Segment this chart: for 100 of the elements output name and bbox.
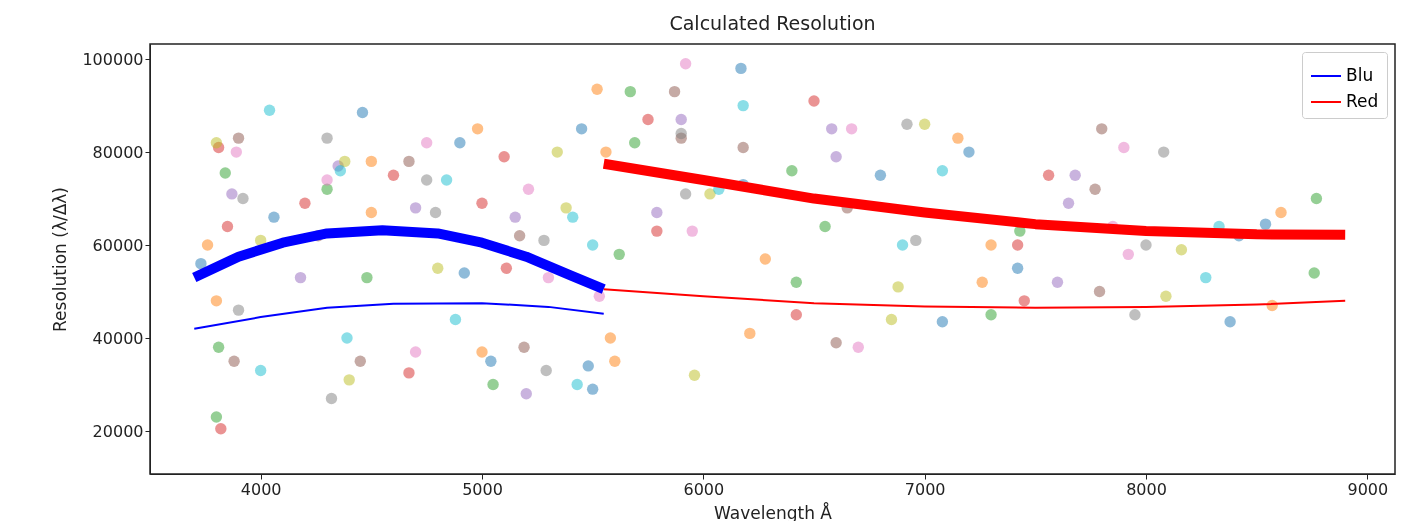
point	[586, 239, 599, 251]
point	[1122, 248, 1134, 261]
point	[845, 123, 858, 135]
point	[387, 169, 400, 182]
point	[604, 332, 617, 344]
point	[1011, 239, 1024, 251]
point	[195, 257, 207, 270]
point	[232, 132, 245, 144]
point	[790, 309, 802, 321]
point	[609, 355, 621, 367]
point	[219, 167, 231, 179]
point	[567, 211, 579, 223]
point	[201, 239, 214, 251]
point	[498, 151, 510, 163]
point	[476, 197, 488, 209]
point	[409, 346, 422, 358]
point	[361, 271, 373, 284]
point	[1042, 169, 1055, 182]
point	[420, 137, 433, 149]
y-tick-label: 40000	[92, 328, 144, 348]
point	[1310, 192, 1323, 205]
point	[582, 360, 594, 372]
point	[896, 239, 909, 251]
point	[403, 155, 415, 168]
point	[744, 327, 756, 340]
point	[808, 95, 820, 107]
point	[679, 58, 692, 70]
point	[586, 383, 599, 395]
point	[212, 341, 225, 354]
point	[675, 127, 687, 140]
x-tick-label: 7000	[904, 479, 946, 499]
point	[294, 271, 307, 284]
point	[918, 118, 931, 130]
point	[538, 234, 550, 247]
point	[874, 169, 887, 182]
point	[830, 151, 842, 163]
point	[551, 146, 563, 158]
point	[575, 123, 588, 135]
point	[1140, 239, 1152, 251]
point	[365, 206, 378, 219]
point	[210, 137, 223, 149]
point	[471, 123, 484, 135]
point	[1224, 316, 1236, 328]
point	[642, 113, 654, 126]
point	[790, 276, 802, 288]
point	[668, 85, 681, 98]
point	[228, 355, 240, 367]
point	[1175, 244, 1188, 256]
point	[356, 106, 369, 119]
point	[429, 206, 442, 219]
point	[892, 281, 904, 293]
point	[522, 183, 535, 195]
point	[513, 230, 526, 242]
point	[210, 295, 223, 307]
point	[354, 355, 366, 367]
point	[268, 211, 280, 223]
point	[487, 378, 499, 391]
point	[786, 164, 798, 177]
point	[263, 104, 276, 116]
point	[321, 174, 333, 186]
point	[624, 85, 636, 98]
point	[232, 304, 245, 316]
point	[210, 411, 223, 423]
point	[420, 174, 433, 186]
point	[686, 225, 698, 237]
x-tick-label: 5000	[462, 479, 503, 499]
point	[409, 202, 422, 214]
point	[560, 202, 572, 214]
point	[591, 83, 603, 96]
point	[343, 374, 355, 386]
point	[1096, 123, 1108, 135]
point	[1118, 141, 1130, 154]
point	[1158, 146, 1170, 158]
point	[910, 234, 922, 247]
point	[759, 253, 772, 265]
y-tick-label: 60000	[92, 235, 144, 255]
point	[651, 225, 663, 237]
legend-label: Blu	[1346, 65, 1374, 85]
point	[403, 367, 415, 379]
point	[819, 220, 831, 233]
point	[1062, 197, 1075, 209]
point	[215, 422, 227, 435]
point	[1275, 206, 1287, 219]
point	[325, 392, 338, 405]
point	[613, 248, 625, 261]
point	[936, 164, 949, 177]
point	[230, 146, 243, 158]
point	[449, 313, 462, 326]
point	[852, 341, 864, 354]
line-series	[193, 302, 605, 330]
point	[830, 336, 842, 349]
point	[540, 364, 552, 377]
point	[440, 174, 453, 186]
x-tick-label: 6000	[683, 479, 725, 499]
point	[571, 378, 583, 391]
y-tick-label: 100000	[82, 49, 144, 69]
point	[321, 132, 333, 144]
point	[1259, 218, 1272, 230]
point	[936, 316, 949, 328]
point	[629, 137, 641, 149]
